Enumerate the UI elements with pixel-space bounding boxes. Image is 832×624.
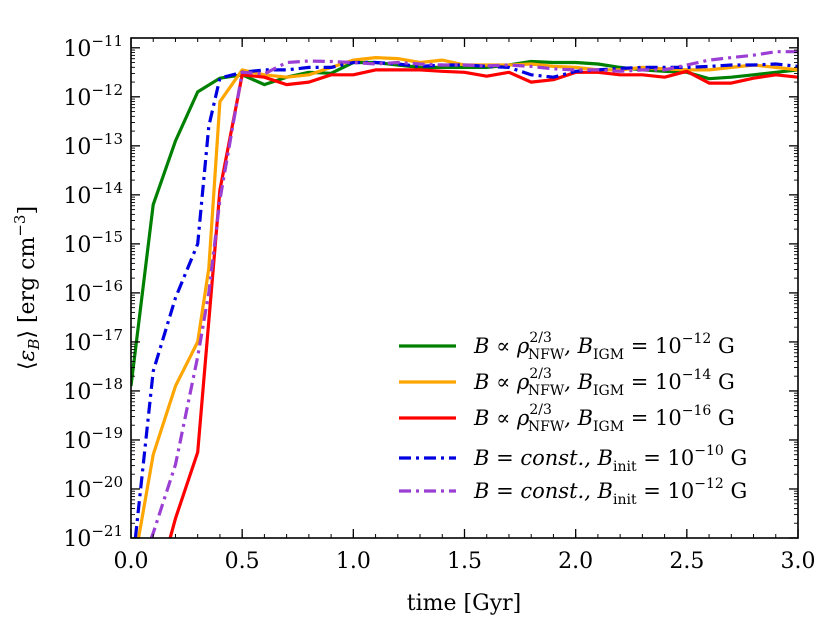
y-tick-label: 10−19 [63, 424, 123, 454]
y-tick-label: 10−20 [63, 473, 123, 503]
y-tick-label: 10−21 [63, 522, 123, 552]
y-tick-label: 10−18 [63, 375, 123, 405]
y-tick-label: 10−13 [63, 130, 123, 160]
y-tick-label: 10−15 [63, 228, 123, 258]
y-axis-label: ⟨εB⟩ [erg cm−3] [11, 206, 43, 370]
plot-frame [130, 37, 799, 539]
x-tick-label: 0.0 [114, 549, 149, 574]
y-tick-label: 10−17 [63, 326, 123, 356]
y-tick-label: 10−11 [63, 32, 123, 62]
y-tick-label: 10−16 [63, 277, 123, 307]
legend-label-1: B ∝ ρ2/3 NFW, BIGM = 10−12 G [473, 330, 735, 363]
legend-label-4: B = const., Binit = 10−10 G [473, 443, 747, 475]
legend-label-3: B ∝ ρ2/3 NFW, BIGM = 10−16 G [473, 402, 735, 435]
x-axis-label: time [Gyr] [407, 591, 521, 616]
legend-label-5: B = const., Binit = 10−12 G [473, 476, 747, 508]
x-tick-label: 1.0 [336, 549, 371, 574]
series-line-3 [168, 68, 798, 538]
y-tick-label: 10−12 [63, 81, 123, 111]
series-line-5 [149, 50, 798, 538]
ticks-layer [130, 38, 799, 539]
x-tick-label: 3.0 [781, 549, 816, 574]
series-line-4 [133, 60, 798, 538]
series-line-2 [136, 56, 798, 538]
legend: B ∝ ρ2/3 NFW, BIGM = 10−12 GB ∝ ρ2/3 NFW, … [399, 330, 747, 508]
labels-layer: 0.0 0.5 1.0 1.5 2.0 2.5 3.0 10−21 10−20 10−19 10−1… [63, 32, 815, 574]
series-layer [131, 50, 798, 538]
x-tick-label: 0.5 [225, 549, 260, 574]
x-tick-label: 2.0 [558, 549, 593, 574]
x-tick-label: 1.5 [447, 549, 482, 574]
x-tick-label: 2.5 [669, 549, 704, 574]
y-tick-label: 10−14 [63, 179, 123, 209]
legend-label-2: B ∝ ρ2/3 NFW, BIGM = 10−14 G [473, 366, 735, 399]
